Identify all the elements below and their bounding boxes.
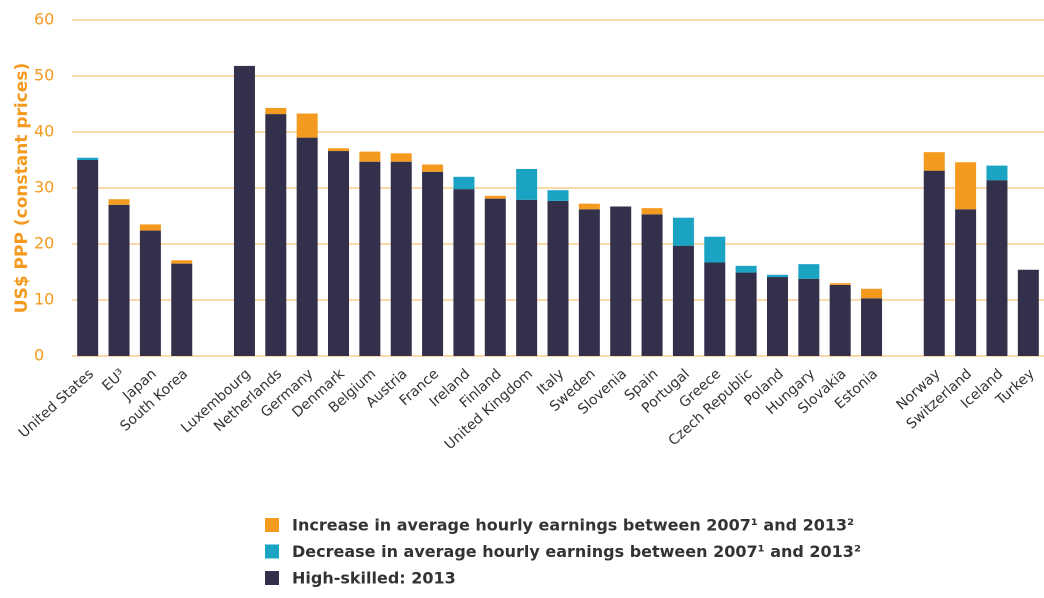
bar-segment: [108, 199, 130, 205]
y-tick-label: 50: [34, 66, 54, 85]
y-tick-label: 60: [34, 10, 54, 29]
bar-segment: [516, 199, 538, 356]
bar-segment: [610, 206, 632, 356]
bar-segment: [641, 214, 663, 356]
y-tick-label: 30: [34, 178, 54, 197]
bar-segment: [422, 164, 444, 172]
bar-segment: [108, 204, 130, 356]
bar-segment: [986, 165, 1008, 181]
bar-segment: [547, 190, 569, 201]
bar-segment: [735, 265, 757, 273]
bar-segment: [484, 198, 506, 356]
bar-segment: [798, 264, 820, 279]
bar-segment: [766, 274, 788, 278]
legend-label: Increase in average hourly earnings betw…: [292, 516, 854, 535]
bar-segment: [986, 180, 1008, 356]
bar-segment: [578, 209, 600, 356]
y-axis-label: US$ PPP (constant prices): [12, 63, 32, 313]
bar-segment: [861, 288, 883, 299]
bar-segment: [672, 245, 694, 356]
bar-segment: [77, 157, 99, 160]
bar-segment: [139, 230, 161, 356]
bar-segment: [422, 171, 444, 356]
bar-segment: [641, 208, 663, 215]
bar-segment: [955, 209, 977, 356]
bar-segment: [453, 189, 475, 356]
bar-segment: [171, 263, 193, 356]
bar-segment: [296, 137, 318, 356]
bar-segment: [1017, 269, 1039, 356]
bar-segment: [390, 161, 412, 356]
legend-swatch: [265, 571, 279, 585]
bar-segment: [704, 262, 726, 356]
bar-segment: [296, 113, 318, 138]
bar-segment: [578, 203, 600, 210]
bar-segment: [735, 272, 757, 356]
bar-segment: [171, 260, 193, 264]
bar-segment: [798, 278, 820, 356]
y-tick-label: 20: [34, 234, 54, 253]
bar-segment: [453, 176, 475, 190]
bar-segment: [547, 200, 569, 356]
bar-segment: [265, 114, 287, 356]
legend-swatch: [265, 544, 279, 559]
bar-segment: [923, 152, 945, 171]
legend-label: High-skilled: 2013: [292, 569, 456, 588]
x-tick-label: United States: [16, 366, 97, 441]
bar-segment: [328, 148, 350, 152]
bar-segment: [139, 224, 161, 231]
bar-segment: [829, 284, 851, 356]
bar-segment: [516, 168, 538, 200]
bar-segment: [77, 160, 99, 356]
bar-segment: [265, 107, 287, 115]
bar-segment: [704, 236, 726, 263]
bar-segment: [328, 151, 350, 356]
bar-segment: [359, 161, 381, 356]
y-tick-label: 0: [34, 346, 44, 365]
bar-segment: [861, 298, 883, 356]
bar-segment: [672, 217, 694, 246]
bar-segment: [390, 153, 412, 162]
bar-segment: [829, 283, 851, 285]
bar-segment: [923, 170, 945, 356]
legend-label: Decrease in average hourly earnings betw…: [292, 542, 861, 561]
bar-segment: [359, 151, 381, 162]
bar-segment: [233, 65, 255, 357]
bar-segment: [766, 277, 788, 356]
y-tick-label: 10: [34, 290, 54, 309]
legend-swatch: [265, 518, 279, 532]
bar-segment: [484, 195, 506, 199]
bar-segment: [955, 162, 977, 210]
y-tick-label: 40: [34, 122, 54, 141]
